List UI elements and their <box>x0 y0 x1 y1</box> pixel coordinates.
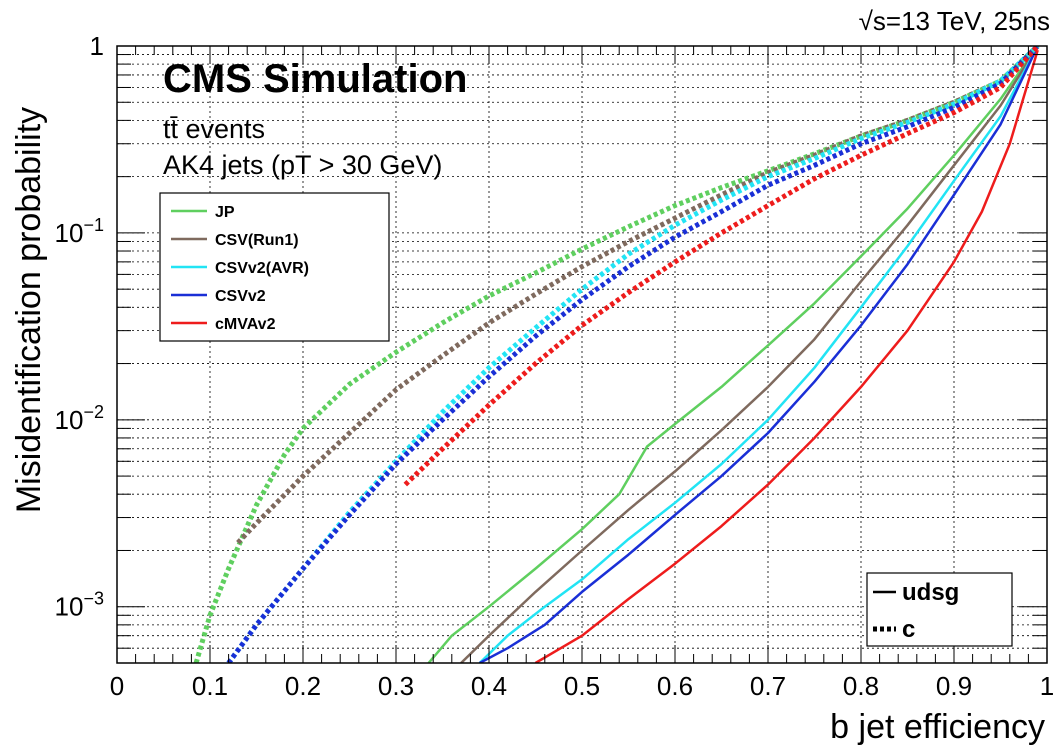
x-tick-label: 0.7 <box>750 671 786 701</box>
y-tick-label: 1 <box>90 31 104 61</box>
y-tick-labels: 10−3 10−2 10−1 1 <box>55 31 104 622</box>
y-axis-title: Misidentification probability <box>10 107 48 513</box>
x-tick-labels: 0 0.1 0.2 0.3 0.4 0.5 0.6 0.7 0.8 0.9 1 <box>110 671 1054 701</box>
x-axis-title: b jet efficiency <box>830 708 1045 746</box>
energy-label: √s=13 TeV, 25ns <box>859 6 1050 36</box>
chart-title: CMS Simulation <box>163 57 467 101</box>
x-tick-label: 0.5 <box>564 671 600 701</box>
series-jp-udsg <box>427 46 1039 663</box>
series-jp-c <box>193 46 1040 663</box>
legend-style-label: udsg <box>902 579 959 606</box>
x-tick-label: 0.8 <box>843 671 879 701</box>
axis-ticks <box>116 45 1048 664</box>
y-tick-label: 10−2 <box>55 402 104 435</box>
x-tick-label: 0.6 <box>657 671 693 701</box>
series-cmvav2-udsg <box>534 49 1039 663</box>
legend-style-label: c <box>902 616 915 643</box>
series-layer <box>193 46 1040 663</box>
legend-styles-box <box>866 572 1013 647</box>
series-csvv2-avr-c <box>226 46 1040 663</box>
legend-styles: udsg c <box>866 572 1013 647</box>
info-line-jets: AK4 jets (pT > 30 GeV) <box>163 150 442 180</box>
legend-label: CSV(Run1) <box>215 232 299 249</box>
x-tick-label: 1 <box>1040 671 1054 701</box>
series-csvv2-udsg <box>479 46 1039 663</box>
x-tick-label: 0 <box>110 671 124 701</box>
x-tick-label: 0.2 <box>285 671 321 701</box>
legend-taggers: JP CSV(Run1) CSVv2(AVR) CSVv2 cMVAv2 <box>159 192 390 342</box>
legend-label: cMVAv2 <box>215 316 276 333</box>
series-csv-run1-udsg <box>460 46 1039 663</box>
legend-label: CSVv2 <box>215 288 266 305</box>
series-csvv2-avr-udsg <box>478 46 1039 663</box>
y-tick-label: 10−1 <box>55 215 104 248</box>
x-tick-label: 0.1 <box>192 671 228 701</box>
y-tick-label: 10−3 <box>55 589 104 622</box>
x-tick-label: 0.4 <box>471 671 507 701</box>
x-tick-label: 0.3 <box>378 671 414 701</box>
grid-lines <box>116 46 1048 663</box>
x-tick-label: 0.9 <box>936 671 972 701</box>
legend-label: CSVv2(AVR) <box>215 260 309 277</box>
series-cmvav2-c <box>403 46 1040 487</box>
legend-label: JP <box>215 204 235 221</box>
info-line-events: tt̄ events <box>163 114 265 144</box>
series-csvv2-c <box>226 46 1040 663</box>
